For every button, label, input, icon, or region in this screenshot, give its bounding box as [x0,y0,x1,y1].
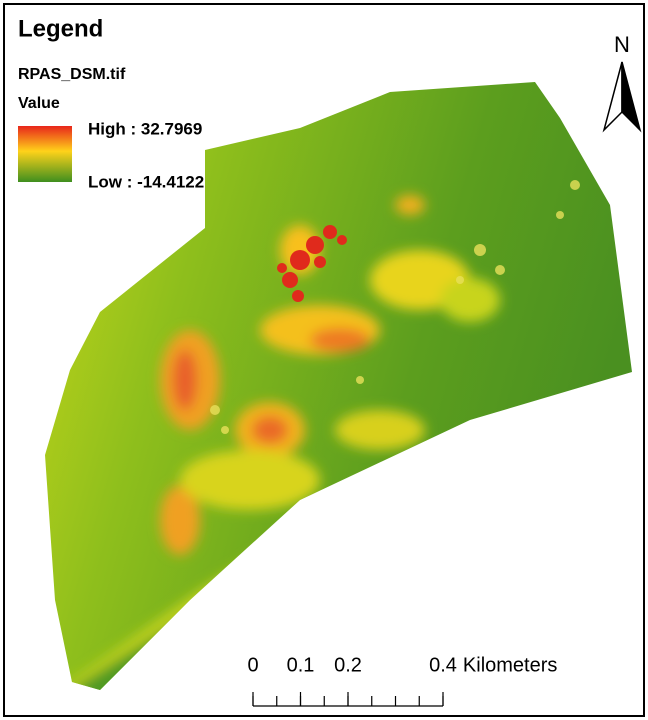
page: {"legend": {"title": "Legend", "layer": … [0,0,648,720]
color-ramp [18,126,72,182]
scale-label: 0.4 [429,654,457,676]
scale-label: 0.1 [287,654,315,676]
scale-unit: Kilometers [463,654,557,676]
legend-title: Legend [18,15,103,42]
layer-name: RPAS_DSM.tif [18,66,126,83]
field-name: Value [18,95,60,112]
scale-label: 0 [247,654,258,676]
high-label: High : 32.7969 [88,119,202,138]
scale-label: 0.2 [334,654,362,676]
low-label: Low : -14.4122 [88,172,204,191]
north-label: N [614,32,630,57]
map-layout: Legend RPAS_DSM.tif Value High : 32.7969… [0,0,648,720]
